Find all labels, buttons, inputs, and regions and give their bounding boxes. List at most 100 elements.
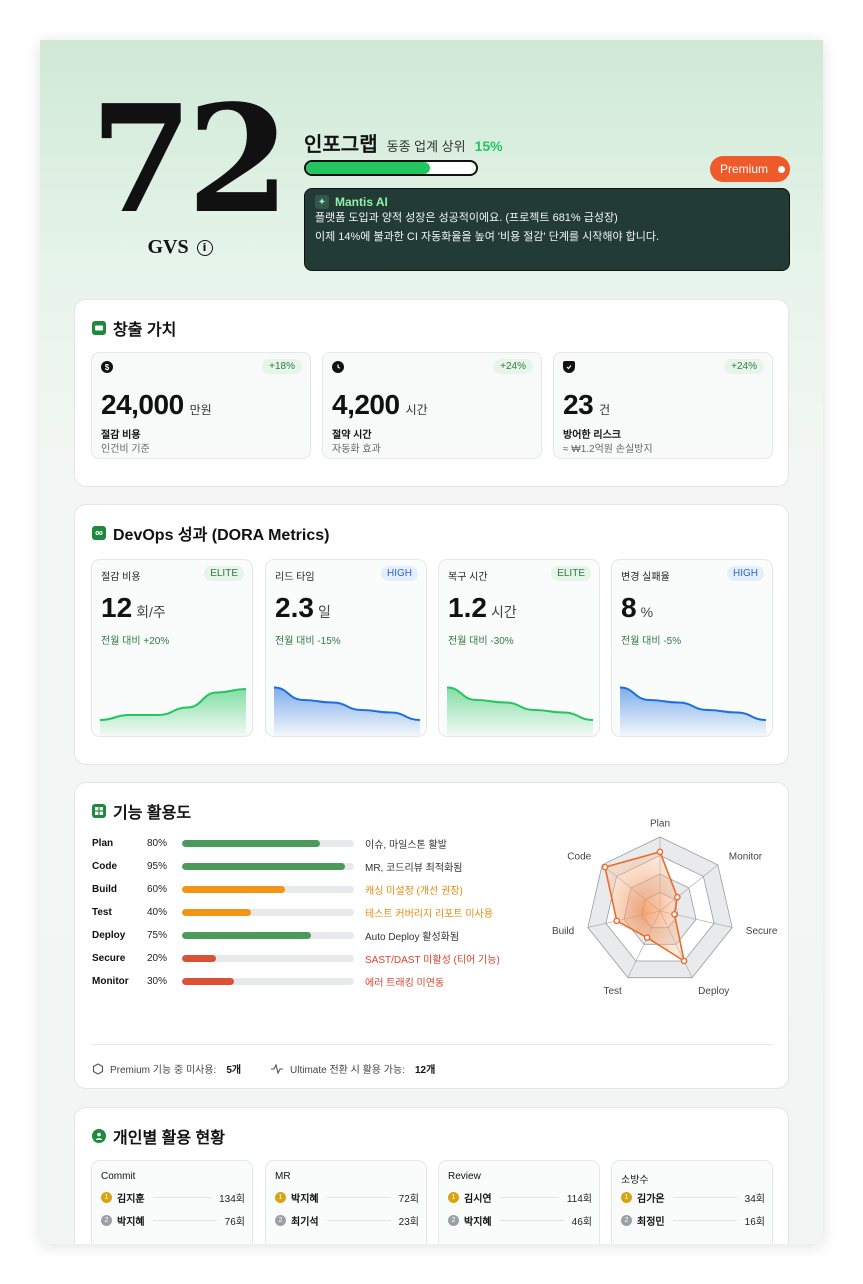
premium-badge[interactable]: Premium	[710, 156, 790, 182]
radar-label: Deploy	[698, 986, 729, 997]
feature-name: Deploy	[92, 929, 126, 941]
radar-label: Monitor	[729, 852, 763, 863]
feature-note: SAST/DAST 미활성 (티어 기능)	[365, 954, 500, 966]
feature-note: MR, 코드리뷰 최적화됨	[365, 862, 463, 874]
individual-tile: Review 1 김시연 114회 2 박지혜 46회	[438, 1160, 600, 1244]
rank-progress-bar	[304, 160, 478, 176]
feature-bar-track	[182, 954, 354, 962]
tile-subtext: 인건비 기준	[101, 444, 150, 455]
metric-number: 12	[101, 592, 133, 623]
row-divider	[152, 1219, 217, 1221]
premium-label: Premium	[720, 162, 769, 176]
metric-number: 8	[621, 592, 637, 623]
growth-badge: +18%	[262, 359, 302, 374]
radar-label: Code	[567, 852, 591, 863]
dollar-icon: $	[101, 361, 113, 373]
value-tile-saved-cost: $ +18% 24,000 만원 절감 비용 인건비 기준	[91, 352, 311, 459]
ranking-row[interactable]: 1 김가온 34회	[621, 1190, 765, 1205]
activity-count: 34회	[744, 1193, 765, 1205]
individual-tile: MR 1 박지혜 72회 2 최기석 23회	[265, 1160, 427, 1244]
metric-unit: 회/주	[136, 604, 166, 620]
person-name: 박지혜	[291, 1193, 319, 1205]
feature-name: Secure	[92, 952, 126, 964]
ranking-row[interactable]: 1 박지혜 72회	[275, 1190, 419, 1205]
value-title-text: 창출 가치	[113, 322, 177, 339]
feature-row-monitor: Monitor 30% 에러 트래킹 미연동	[92, 972, 444, 990]
metric-change: 전월 대비 -30%	[448, 636, 514, 647]
ultimate-info: Ultimate 전환 시 활용 가능: 12개	[270, 1061, 435, 1076]
rank-medal-icon: 2	[448, 1214, 459, 1226]
feature-row-deploy: Deploy 75% Auto Deploy 활성화됨	[92, 926, 459, 944]
radar-point-deploy	[680, 957, 688, 965]
ranking-row[interactable]: 1 김지훈 134회	[101, 1190, 245, 1205]
divider	[92, 1044, 773, 1045]
radar-label: Build	[552, 926, 574, 937]
activity-count: 72회	[398, 1193, 419, 1205]
premium-dot-icon	[778, 165, 786, 173]
trend-sparkline	[446, 686, 594, 736]
radar-label: Test	[603, 986, 622, 997]
level-badge: HIGH	[727, 566, 764, 581]
sparkline-area	[620, 687, 766, 736]
row-divider	[672, 1219, 737, 1221]
rank-medal-icon: 2	[275, 1214, 286, 1226]
tile-label: 방어한 리스크	[563, 430, 621, 441]
feature-note: 캐싱 미설정 (개선 권장)	[365, 885, 463, 897]
ranking-row[interactable]: 2 최정민 16회	[621, 1213, 765, 1228]
tile-unit: 시간	[405, 403, 428, 417]
row-divider	[326, 1196, 391, 1198]
radar-point-monitor	[674, 893, 681, 901]
metric-label: 리드 타임	[275, 572, 315, 583]
metric-value: 12 회/주	[101, 592, 166, 624]
feature-percent: 60%	[147, 883, 168, 895]
ranking-row[interactable]: 1 김시연 114회	[448, 1190, 592, 1205]
rank-percent: 15%	[474, 138, 503, 154]
feature-row-test: Test 40% 테스트 커버리지 리포트 미사용	[92, 903, 493, 921]
tile-unit: 만원	[189, 403, 212, 417]
gvs-score: 72 GVS i	[90, 84, 290, 259]
ranking-row[interactable]: 2 박지혜 46회	[448, 1213, 592, 1228]
metric-label: 변경 실패율	[621, 572, 670, 583]
feature-bar-track	[182, 931, 354, 939]
ranking-row[interactable]: 2 최기석 23회	[275, 1213, 419, 1228]
feature-bar-fill	[182, 908, 251, 916]
feature-bar-track	[182, 862, 354, 870]
tile-label: 절약 시간	[332, 430, 372, 441]
feature-usage-card: 기능 활용도 Plan 80% 이슈, 마일스톤 활발 Code 95% MR, …	[74, 782, 789, 1089]
individual-usage-card: 개인별 활용 현황 Commit 1 김지훈 134회 2 박지혜 76회 MR…	[74, 1107, 789, 1244]
sparkline-area	[447, 687, 593, 736]
feature-note: 테스트 커버리지 리포트 미사용	[365, 908, 493, 920]
person-name: 김시연	[464, 1193, 492, 1205]
metric-label: 절감 비용	[101, 572, 141, 583]
rank-medal-icon: 1	[621, 1191, 632, 1203]
metric-value: 2.3 일	[275, 592, 331, 624]
feature-bar-fill	[182, 885, 286, 893]
metric-value: 1.2 시간	[448, 592, 517, 624]
tile-title: Review	[448, 1171, 481, 1182]
dora-card: DevOps 성과 (DORA Metrics) 절감 비용 ELITE 12 …	[74, 504, 789, 765]
row-divider	[672, 1196, 737, 1198]
sparkline-line	[273, 686, 421, 721]
score-label-row: GVS i	[90, 236, 270, 259]
row-divider	[499, 1219, 564, 1221]
metric-number: 1.2	[448, 592, 487, 623]
shield-icon	[563, 361, 575, 373]
dora-card-title: DevOps 성과 (DORA Metrics)	[92, 521, 329, 545]
feature-bar-track	[182, 977, 354, 985]
radar-label: Secure	[746, 926, 778, 937]
activity-count: 46회	[571, 1216, 592, 1228]
feature-bar-fill	[182, 954, 217, 962]
feature-bar-track	[182, 839, 354, 847]
info-icon[interactable]: i	[196, 239, 213, 256]
radar-point-code	[601, 863, 609, 871]
feature-title-text: 기능 활용도	[113, 805, 192, 822]
ai-title: Mantis AI	[335, 195, 388, 209]
growth-badge: +24%	[493, 359, 533, 374]
metric-unit: %	[640, 604, 654, 620]
individual-tile: 소방수 1 김가온 34회 2 최정민 16회	[611, 1160, 773, 1244]
ultimate-label: Ultimate 전환 시 활용 가능:	[290, 1065, 405, 1076]
ranking-row[interactable]: 2 박지혜 76회	[101, 1213, 245, 1228]
feature-name: Code	[92, 860, 117, 872]
feature-percent: 95%	[147, 860, 168, 872]
ai-message-line-2: 이제 14%에 불과한 CI 자동화율을 높여 '비용 절감' 단계를 시작해야…	[315, 231, 660, 243]
